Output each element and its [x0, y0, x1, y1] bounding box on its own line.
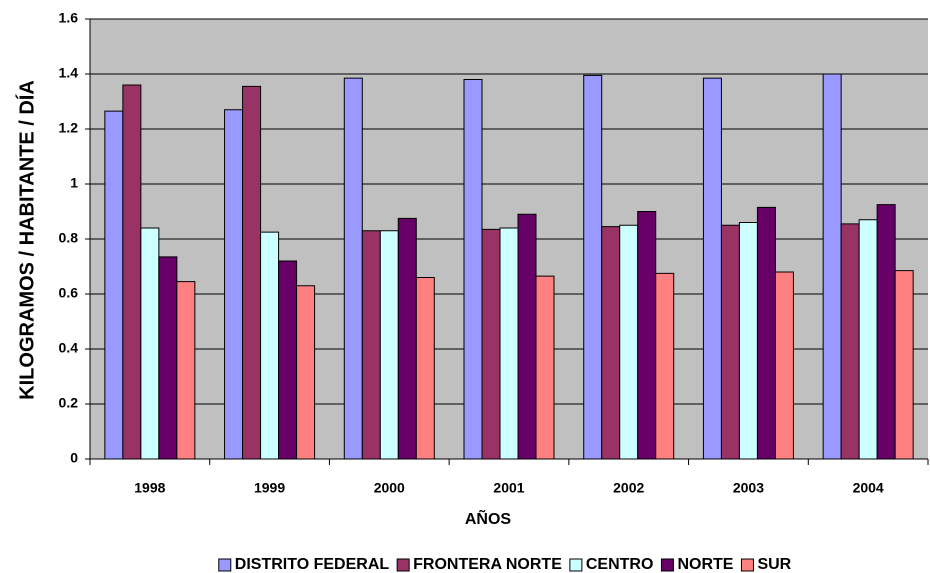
bar [140, 227, 160, 460]
legend-label: CENTRO [586, 556, 654, 573]
legend-swatch [396, 558, 410, 572]
legend-swatch [740, 558, 754, 572]
bar [894, 270, 914, 460]
y-tick-label: 1.2 [59, 120, 79, 136]
bar [822, 73, 842, 460]
bar [260, 231, 280, 460]
bar [481, 228, 501, 460]
bar [104, 110, 124, 460]
bar [535, 275, 555, 460]
bar [463, 79, 483, 460]
y-axis-title: KILOGRAMOS / HABITANTE / DÍA [15, 80, 38, 400]
bar [720, 224, 740, 460]
bar [655, 272, 675, 460]
bar [774, 271, 794, 460]
legend-label: NORTE [677, 556, 733, 573]
bar [397, 217, 417, 460]
y-tick-label: 0.8 [59, 230, 79, 246]
bar [619, 224, 639, 460]
bar [361, 230, 381, 460]
bar [738, 222, 758, 460]
bar [601, 226, 621, 460]
bar [296, 285, 316, 460]
bar [415, 277, 435, 460]
bar [858, 219, 878, 460]
bar [756, 206, 776, 460]
y-tick-label: 1.4 [59, 65, 79, 81]
legend-swatch [218, 558, 232, 572]
legend-label: DISTRITO FEDERAL [235, 556, 390, 573]
bar [278, 260, 298, 460]
y-tick-label: 0.2 [59, 395, 79, 411]
y-tick-label: 0.6 [59, 285, 79, 301]
bar [176, 281, 196, 460]
y-tick-label: 1.6 [59, 10, 79, 26]
bar [702, 77, 722, 460]
legend-label: FRONTERA NORTE [413, 556, 562, 573]
y-tick-label: 1 [70, 175, 78, 191]
bar [499, 227, 519, 460]
bar [343, 77, 363, 460]
bar [242, 85, 262, 460]
x-tick-label: 1998 [134, 480, 165, 496]
legend-label: SUR [757, 556, 791, 573]
x-tick-label: 1999 [254, 480, 285, 496]
bar [583, 74, 603, 460]
bar [840, 223, 860, 460]
bar [379, 230, 399, 460]
bar [158, 256, 178, 460]
bar [224, 109, 244, 460]
bar [637, 211, 657, 460]
x-tick-label: 2004 [853, 480, 884, 496]
x-tick-label: 2003 [733, 480, 764, 496]
y-tick-label: 0.4 [59, 340, 79, 356]
bar [517, 213, 537, 460]
x-tick-label: 2001 [493, 480, 524, 496]
legend-swatch [569, 558, 583, 572]
x-axis-title: AÑOS [465, 508, 512, 528]
x-tick-label: 2000 [374, 480, 405, 496]
y-tick-label: 0 [70, 450, 78, 466]
bar [876, 204, 896, 460]
legend-swatch [660, 558, 674, 572]
bar [122, 84, 142, 460]
x-tick-label: 2002 [613, 480, 644, 496]
